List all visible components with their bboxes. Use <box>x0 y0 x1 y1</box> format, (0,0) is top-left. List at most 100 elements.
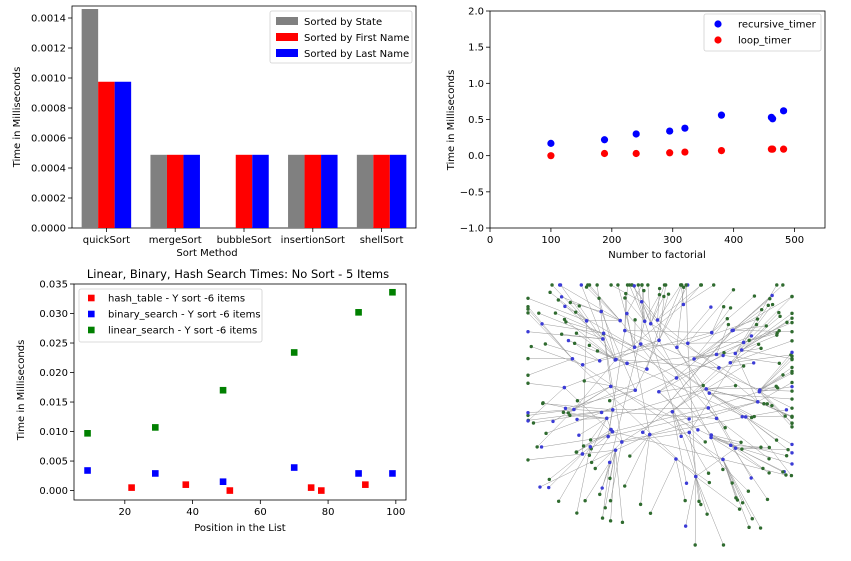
x-tick-label: 40 <box>186 507 199 518</box>
graph-node <box>645 367 649 371</box>
data-point <box>389 289 396 296</box>
graph-node <box>567 339 570 342</box>
graph-edge <box>643 432 676 459</box>
data-point <box>362 481 369 488</box>
data-point <box>389 470 396 477</box>
graph-node <box>625 362 629 366</box>
graph-node <box>589 445 593 449</box>
graph-node <box>577 434 580 437</box>
legend-marker <box>88 327 95 334</box>
graph-node <box>608 461 612 465</box>
data-point <box>666 149 673 156</box>
legend-swatch <box>276 33 298 41</box>
graph-node <box>620 440 624 444</box>
graph-node <box>588 454 591 457</box>
graph-edge <box>528 454 582 460</box>
graph-edge <box>630 435 650 456</box>
graph-node <box>548 478 551 481</box>
graph-node <box>599 310 603 314</box>
graph-node <box>547 486 550 489</box>
graph-node <box>732 288 735 291</box>
graph-node <box>563 386 567 390</box>
graph-node <box>781 373 784 376</box>
graph-node <box>594 467 597 470</box>
graph-node <box>588 283 591 286</box>
graph-node <box>753 294 756 297</box>
graph-node <box>563 318 566 321</box>
graph-node <box>628 454 631 457</box>
graph-node <box>705 512 708 515</box>
graph-edge <box>711 437 723 469</box>
bar <box>183 155 200 228</box>
graph-edge <box>582 321 586 454</box>
graph-node <box>544 432 547 435</box>
graph-node <box>526 419 529 422</box>
x-tick-label: 500 <box>785 235 804 246</box>
factorial-chart-y-ticks: −1.0−0.50.00.51.01.52.0 <box>460 7 490 235</box>
graph-node <box>663 283 666 286</box>
data-point <box>633 150 640 157</box>
graph-node <box>712 283 715 286</box>
graph-node <box>700 283 703 286</box>
graph-node <box>785 408 788 411</box>
graph-edge <box>549 447 590 480</box>
graph-edge <box>608 402 758 437</box>
graph-node <box>730 481 733 484</box>
graph-node <box>609 385 613 389</box>
graph-edge <box>575 343 600 360</box>
graph-edge <box>746 410 787 417</box>
graph-node <box>588 344 591 347</box>
graph-edge <box>723 459 752 518</box>
graph-node <box>623 296 626 299</box>
graph-node <box>595 283 598 286</box>
graph-node <box>778 315 781 318</box>
bar <box>321 155 338 228</box>
graph-node <box>608 477 611 480</box>
y-tick-label: 0.0010 <box>31 74 66 85</box>
graph-node <box>731 328 735 332</box>
graph-node <box>699 503 702 506</box>
y-tick-label: 0.0014 <box>31 14 66 25</box>
graph-node <box>759 445 762 448</box>
graph-node <box>693 543 696 546</box>
graph-node <box>538 485 541 488</box>
graph-edge <box>717 354 780 363</box>
graph-node <box>526 311 529 314</box>
graph-node <box>790 316 793 319</box>
graph-edge <box>528 388 564 421</box>
graph-node <box>790 339 793 342</box>
graph-node <box>563 305 566 308</box>
graph-node <box>532 421 535 424</box>
graph-node <box>642 289 645 292</box>
graph-edge <box>723 459 786 475</box>
graph-node <box>781 283 784 286</box>
data-point <box>152 424 159 431</box>
graph-edge <box>531 347 582 365</box>
x-tick-label: 100 <box>541 235 560 246</box>
graph-node <box>739 441 742 444</box>
graph-node <box>580 283 583 286</box>
search-chart-x-label: Position in the List <box>194 523 286 534</box>
graph-node <box>756 317 759 320</box>
graph-node <box>572 408 576 412</box>
graph-node <box>667 292 670 295</box>
y-tick-label: 0.5 <box>468 115 484 126</box>
data-point <box>666 127 673 134</box>
graph-node <box>790 321 793 324</box>
x-tick-label: quickSort <box>83 235 130 246</box>
graph-edge <box>712 296 755 333</box>
y-tick-label: 0.015 <box>39 398 68 409</box>
graph-node <box>694 475 698 479</box>
graph-edge <box>584 432 613 446</box>
graph-node <box>747 490 750 493</box>
graph-node <box>747 526 750 529</box>
graph-node <box>721 458 725 462</box>
graph-node <box>687 417 690 420</box>
graph-node <box>526 411 529 414</box>
graph-node <box>609 283 612 286</box>
data-point <box>547 152 554 159</box>
graph-edge <box>528 383 564 387</box>
graph-node <box>601 337 605 341</box>
